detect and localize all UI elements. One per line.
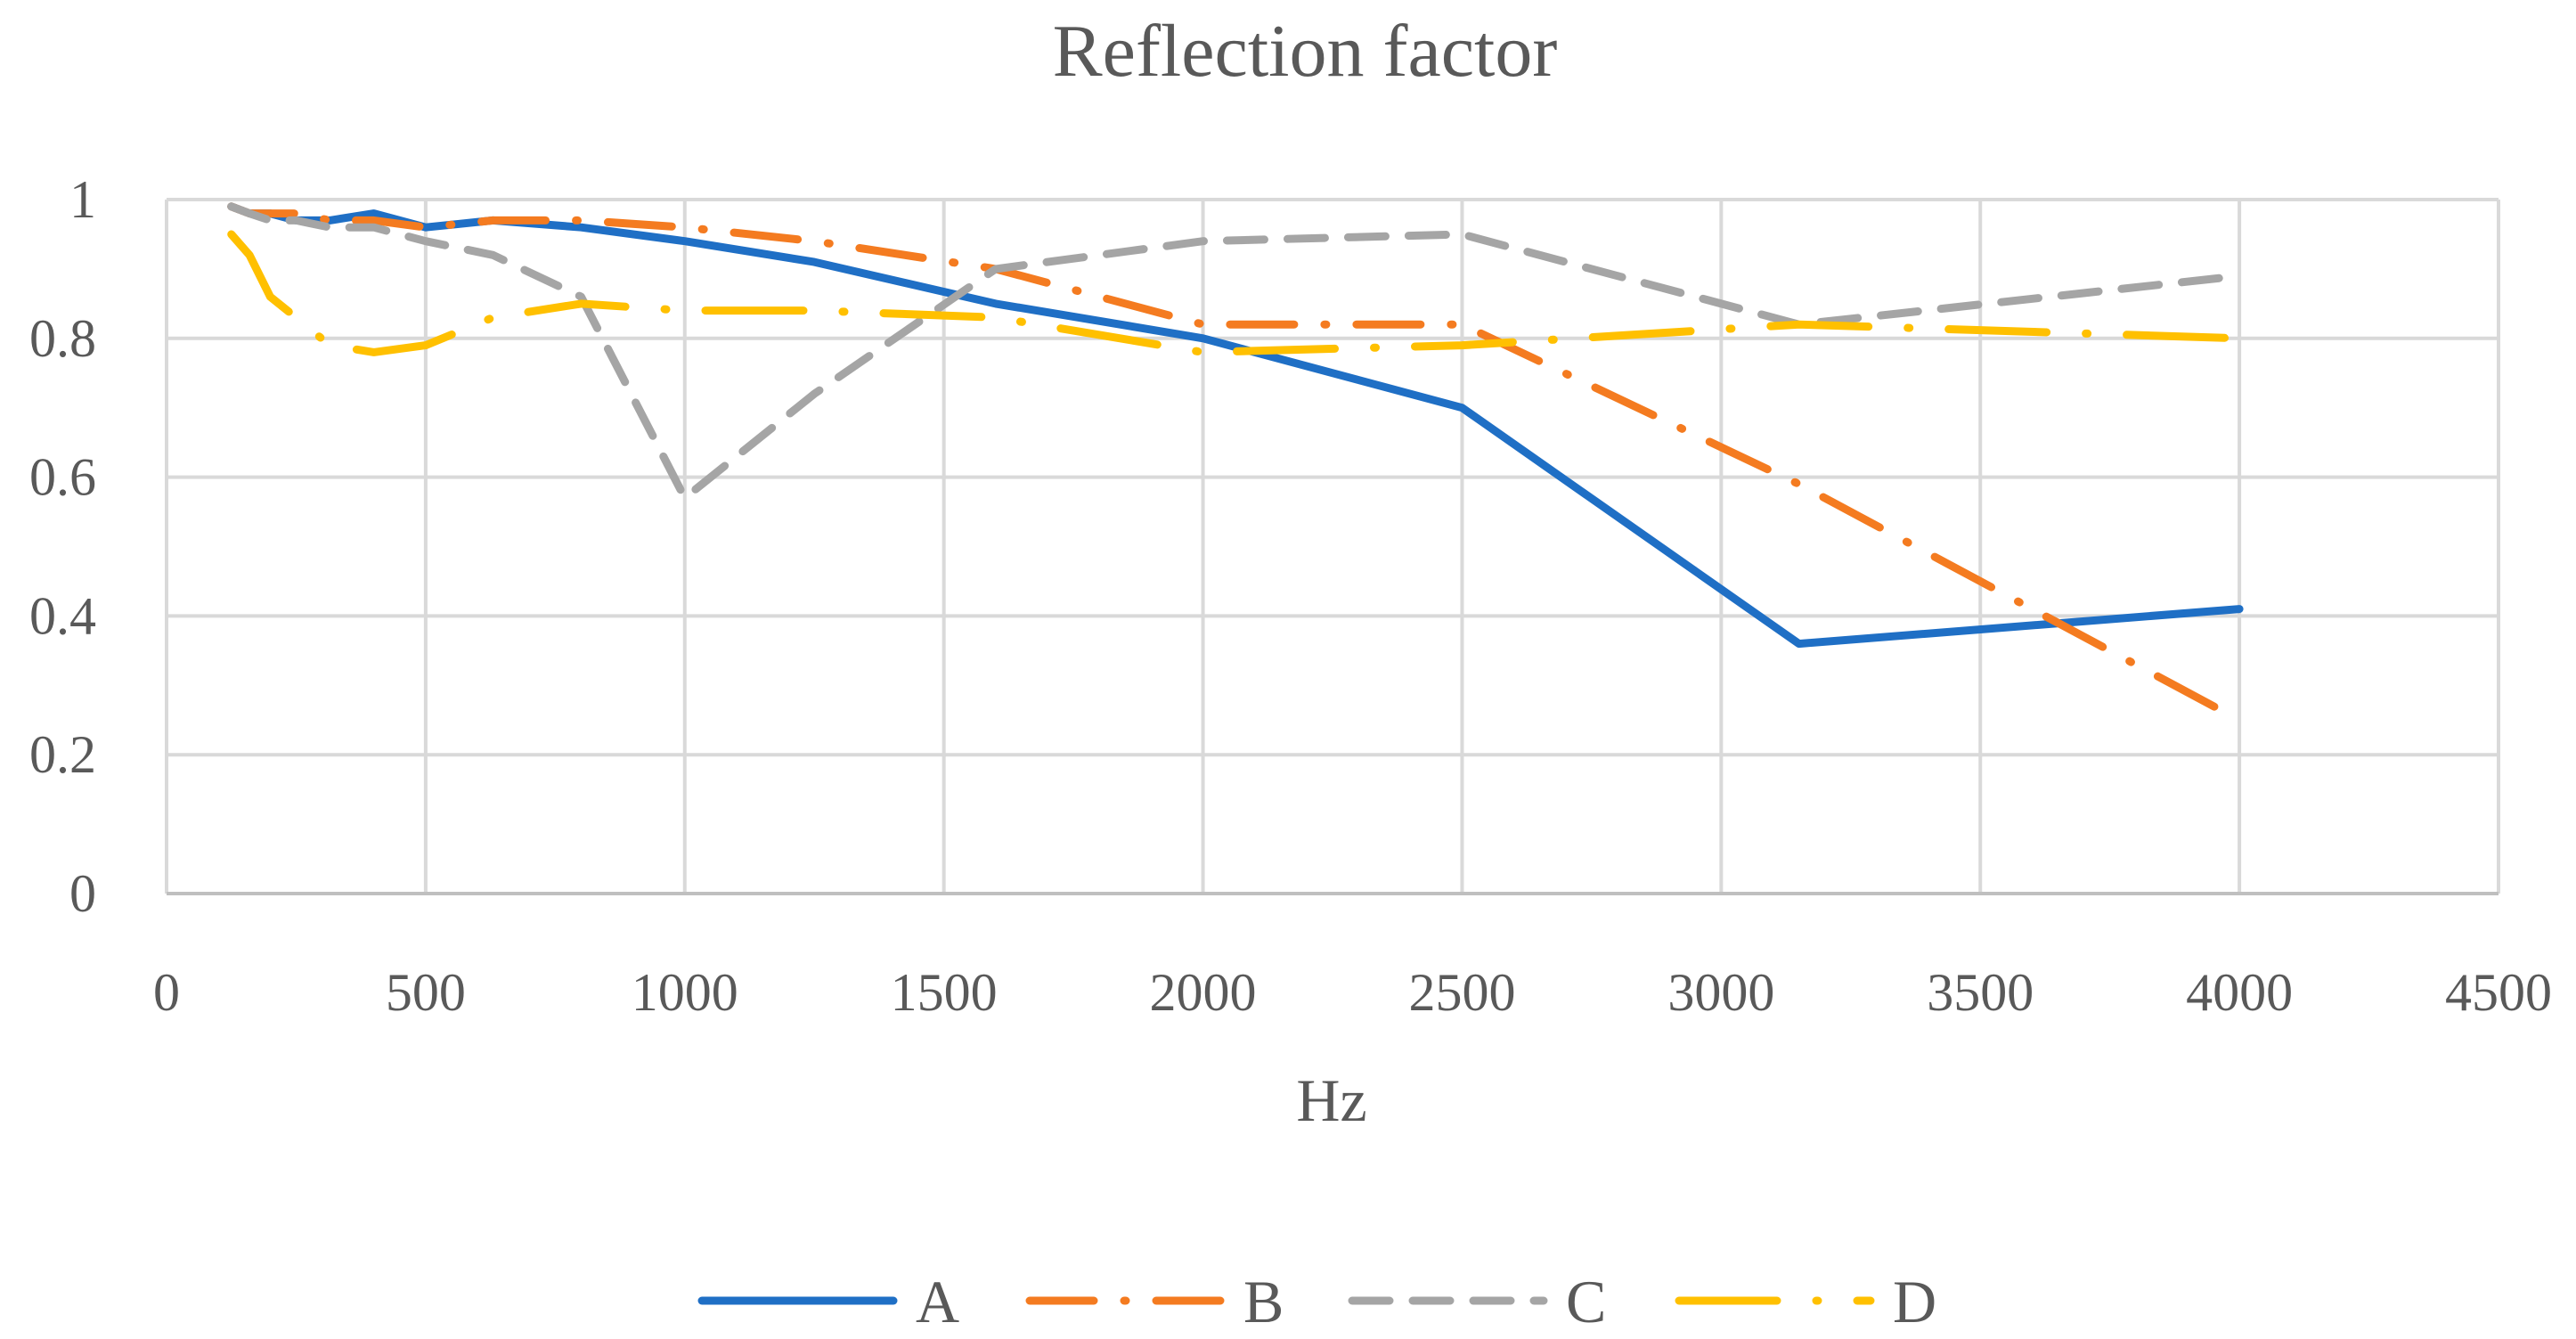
legend-label-a: A — [916, 1268, 959, 1335]
x-tick-label: 3000 — [1667, 963, 1774, 1022]
legend: A B C D — [697, 1268, 1936, 1335]
x-axis-title: Hz — [1296, 1066, 1366, 1134]
x-tick-label: 500 — [386, 963, 466, 1022]
x-tick-label: 4500 — [2445, 963, 2552, 1022]
y-tick-label: 0.2 — [29, 725, 96, 784]
y-tick-labels: 0 0.2 0.4 0.6 0.8 1 — [29, 170, 96, 923]
y-tick-label: 0 — [69, 864, 96, 923]
series-line-c — [227, 202, 2244, 502]
legend-label-c: C — [1566, 1268, 1606, 1335]
chart-title: Reflection factor — [1053, 10, 1558, 93]
legend-label-d: D — [1893, 1268, 1936, 1335]
x-tick-label: 3500 — [1927, 963, 2034, 1022]
x-tick-labels: 0 500 1000 1500 2000 2500 3000 3500 4000 4500 — [153, 963, 2552, 1022]
x-tick-label: 2500 — [1408, 963, 1515, 1022]
y-tick-label: 0.6 — [29, 448, 96, 507]
gridlines — [165, 198, 2500, 894]
series-line-d — [227, 230, 2244, 356]
x-tick-label: 1500 — [891, 963, 998, 1022]
x-tick-label: 4000 — [2186, 963, 2293, 1022]
x-tick-label: 0 — [153, 963, 180, 1022]
y-tick-label: 1 — [69, 170, 96, 229]
y-tick-label: 0.4 — [29, 586, 96, 645]
x-tick-label: 2000 — [1150, 963, 1257, 1022]
series-line-b — [227, 202, 2244, 724]
y-tick-label: 0.8 — [29, 309, 96, 368]
series-group — [227, 202, 2244, 724]
legend-label-b: B — [1243, 1268, 1284, 1335]
x-tick-label: 1000 — [632, 963, 738, 1022]
